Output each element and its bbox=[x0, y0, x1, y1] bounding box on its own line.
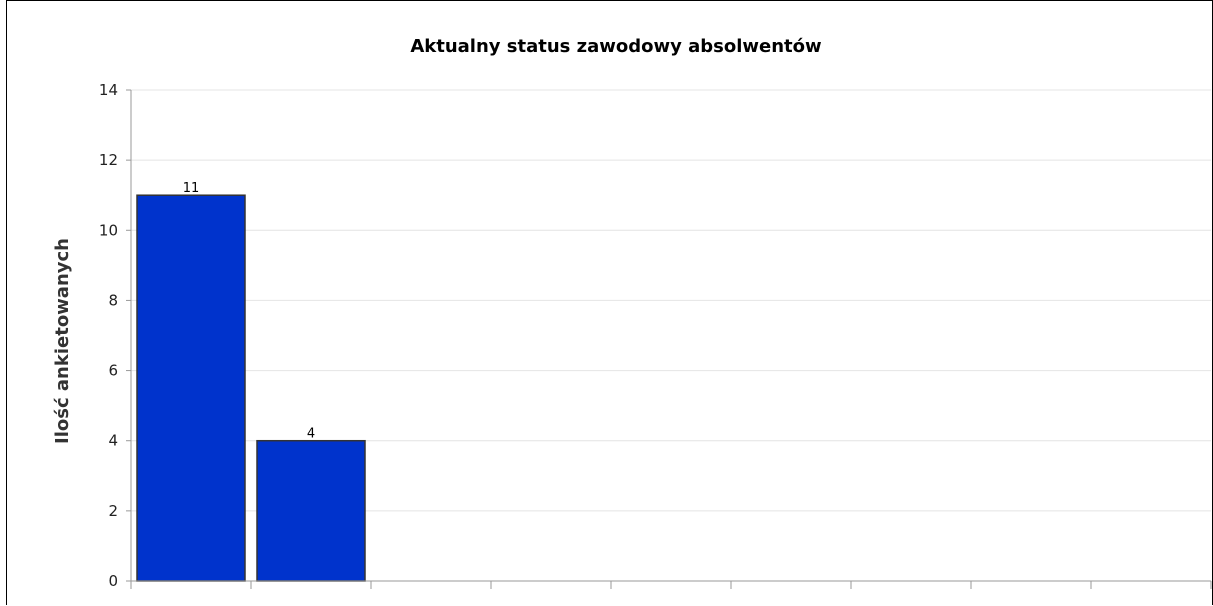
y-axis-label: Ilość ankietowanych bbox=[52, 238, 73, 444]
data-label-0: 11 bbox=[183, 181, 200, 196]
y-axis-ticks: 0 2 4 6 8 10 12 14 bbox=[99, 81, 131, 590]
axes bbox=[130, 90, 1212, 589]
chart-frame: Aktualny status zawodowy absolwentów Ilo… bbox=[6, 0, 1213, 605]
y-tick-label-10: 10 bbox=[99, 221, 118, 239]
bars bbox=[136, 194, 366, 582]
y-tick-label-8: 8 bbox=[108, 291, 118, 309]
y-tick-label-2: 2 bbox=[108, 502, 118, 520]
bar-1 bbox=[256, 439, 366, 582]
y-tick-label-14: 14 bbox=[99, 81, 118, 99]
bar-0 bbox=[136, 194, 246, 582]
data-label-1: 4 bbox=[307, 427, 315, 442]
bar-chart: Aktualny status zawodowy absolwentów Ilo… bbox=[52, 36, 1212, 590]
y-tick-label-0: 0 bbox=[108, 572, 118, 590]
data-labels: 11 4 bbox=[183, 181, 315, 442]
y-tick-label-4: 4 bbox=[108, 432, 118, 450]
y-tick-label-12: 12 bbox=[99, 151, 118, 169]
chart-title: Aktualny status zawodowy absolwentów bbox=[410, 36, 821, 57]
y-tick-label-6: 6 bbox=[108, 362, 118, 380]
